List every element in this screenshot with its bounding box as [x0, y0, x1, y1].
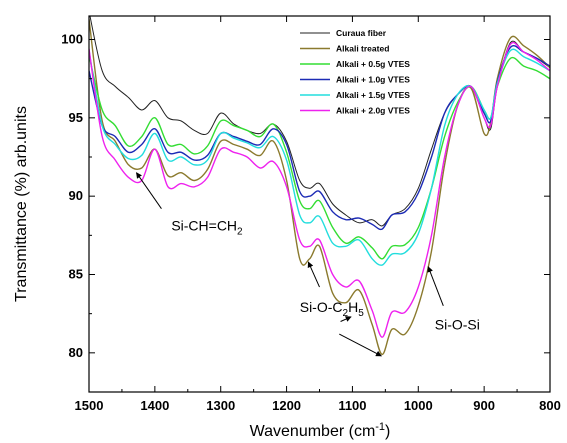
- series-line-3: [89, 45, 550, 231]
- x-axis-title-close: ): [385, 423, 390, 440]
- x-tick-label: 900: [473, 398, 495, 413]
- series-line-1: [89, 19, 550, 356]
- legend-label-5: Alkali + 2.0g VTES: [336, 106, 410, 116]
- legend-label-2: Alkali + 0.5g VTES: [336, 59, 410, 69]
- plot-lines: [89, 16, 550, 356]
- legend-label-0: Curaua fiber: [336, 28, 387, 38]
- x-tick-label: 1000: [404, 398, 433, 413]
- legend-label-4: Alkali + 1.5g VTES: [336, 90, 410, 100]
- x-tick-label: 1100: [338, 398, 366, 413]
- x-axis-title-main: Wavenumber (cm: [250, 423, 376, 440]
- series-line-5: [89, 41, 550, 338]
- x-axis-title-exponent: -1: [375, 421, 385, 433]
- series-line-4: [89, 48, 550, 266]
- legend-label-3: Alkali + 1.0g VTES: [336, 75, 410, 85]
- x-axis-title: Wavenumber (cm-1): [250, 421, 391, 440]
- x-tick-label: 1400: [140, 398, 169, 413]
- x-tick-label: 1500: [75, 398, 104, 413]
- y-tick-label: 90: [69, 188, 83, 203]
- x-tick-label: 1300: [206, 398, 235, 413]
- y-tick-label: 100: [61, 32, 83, 47]
- annotation-label-1: Si-O-C2H5: [300, 299, 364, 319]
- x-axis: 1500 1400 1300 1200 1100 1000 900 800: [75, 16, 561, 413]
- annotation-arrow-1c: [339, 333, 382, 357]
- x-tick-label: 1200: [272, 398, 301, 413]
- annotation-arrow-2: [427, 266, 444, 307]
- y-axis: 80 85 90 95 100: [61, 32, 550, 360]
- annotation-label-2: Si-O-Si: [435, 316, 480, 332]
- y-tick-label: 95: [69, 110, 83, 125]
- annotation-arrow-1: [307, 261, 320, 288]
- legend: Curaua fiber Alkali treated Alkali + 0.5g …: [300, 28, 410, 116]
- annotation-label-0: Si-CH=CH2: [171, 218, 243, 238]
- annotation-arrow-1b: [340, 316, 352, 322]
- y-tick-label: 85: [69, 267, 83, 282]
- y-axis-title: Transmittance (%) arb.units: [13, 106, 30, 302]
- annotations: Si-CH=CH2 Si-O-C2H5 Si-O-Si: [136, 172, 480, 357]
- annotation-arrow-0: [136, 172, 162, 209]
- series-line-0: [89, 16, 550, 227]
- y-tick-label: 80: [69, 345, 83, 360]
- x-tick-label: 800: [539, 398, 561, 413]
- legend-label-1: Alkali treated: [336, 44, 389, 54]
